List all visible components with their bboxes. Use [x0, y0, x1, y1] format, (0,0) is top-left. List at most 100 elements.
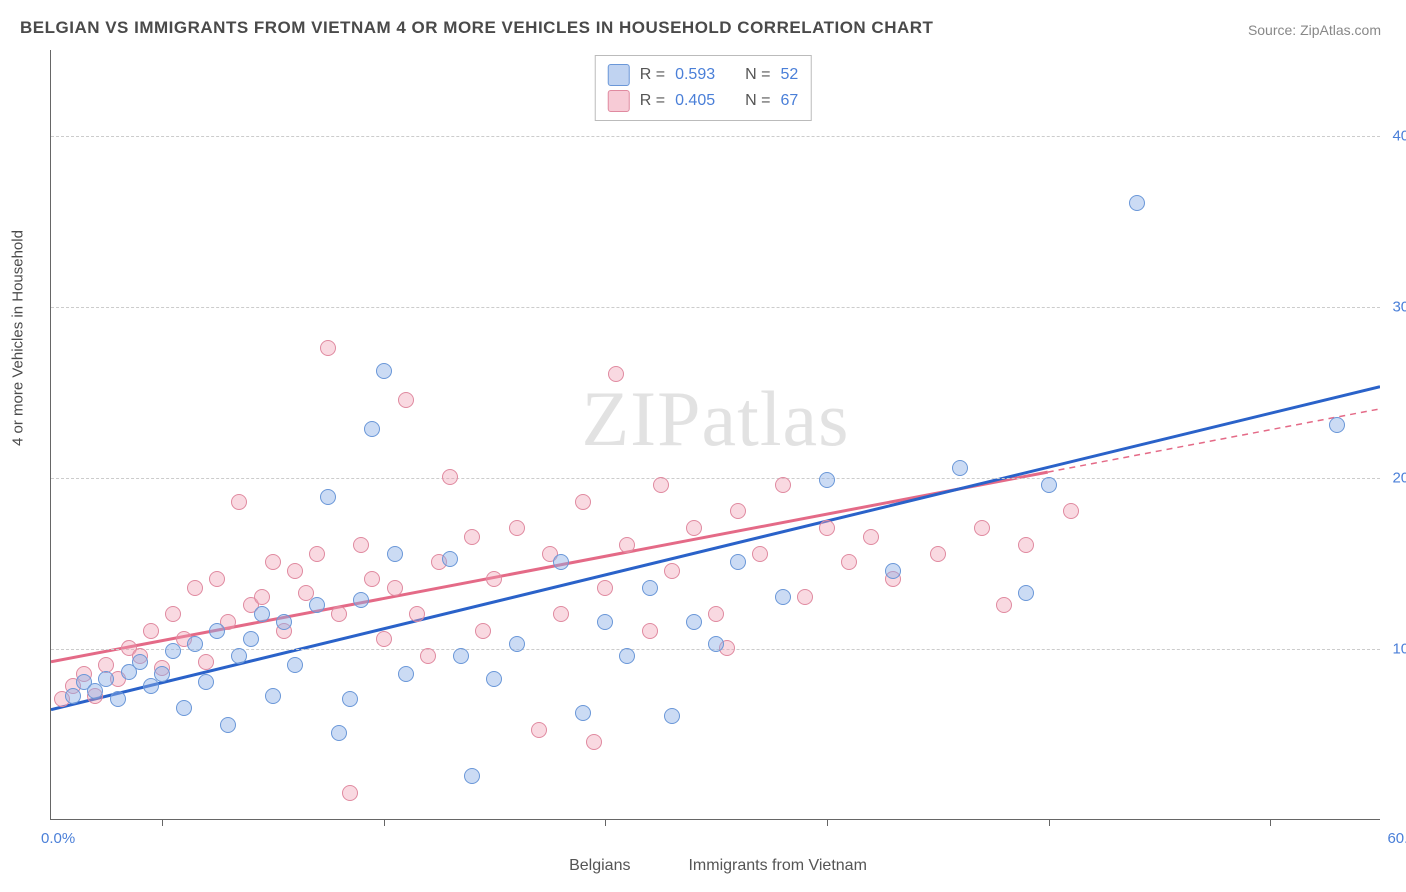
data-point — [608, 366, 624, 382]
data-point — [254, 606, 270, 622]
data-point — [841, 554, 857, 570]
data-point — [364, 421, 380, 437]
data-point — [475, 623, 491, 639]
legend-label: Immigrants from Vietnam — [688, 857, 866, 874]
data-point — [996, 597, 1012, 613]
x-axis-origin-label: 0.0% — [41, 830, 75, 847]
data-point — [353, 537, 369, 553]
data-point — [287, 657, 303, 673]
data-point — [265, 688, 281, 704]
data-point — [664, 563, 680, 579]
legend-n-value: 67 — [780, 92, 798, 110]
data-point — [664, 708, 680, 724]
plot-area: ZIPatlas 0.0% 60.0% 10.0%20.0%30.0%40.0% — [50, 50, 1380, 820]
data-point — [265, 554, 281, 570]
data-point — [819, 472, 835, 488]
data-point — [398, 392, 414, 408]
data-point — [1329, 417, 1345, 433]
data-point — [553, 554, 569, 570]
legend-r-value: 0.405 — [675, 92, 715, 110]
data-point — [420, 648, 436, 664]
correlation-legend: R = 0.593 N = 52 R = 0.405 N = 67 — [595, 55, 812, 121]
x-tick-mark — [384, 819, 385, 826]
data-point — [409, 606, 425, 622]
data-point — [642, 623, 658, 639]
data-point — [254, 589, 270, 605]
data-point — [231, 648, 247, 664]
data-point — [342, 691, 358, 707]
watermark: ZIPatlas — [582, 374, 850, 464]
data-point — [531, 722, 547, 738]
chart-title: BELGIAN VS IMMIGRANTS FROM VIETNAM 4 OR … — [20, 18, 933, 38]
data-point — [110, 691, 126, 707]
data-point — [165, 606, 181, 622]
data-point — [1063, 503, 1079, 519]
data-point — [65, 688, 81, 704]
data-point — [1041, 477, 1057, 493]
legend-n-label: N = — [745, 92, 770, 110]
legend-row: R = 0.405 N = 67 — [608, 88, 799, 114]
data-point — [364, 571, 380, 587]
data-point — [708, 636, 724, 652]
data-point — [1018, 585, 1034, 601]
data-point — [509, 520, 525, 536]
data-point — [309, 546, 325, 562]
data-point — [619, 537, 635, 553]
gridline-horizontal — [51, 478, 1380, 479]
data-point — [597, 580, 613, 596]
data-point — [653, 477, 669, 493]
data-point — [775, 589, 791, 605]
data-point — [863, 529, 879, 545]
x-axis-max-label: 60.0% — [1387, 830, 1406, 847]
data-point — [231, 494, 247, 510]
legend-swatch — [608, 64, 630, 86]
gridline-horizontal — [51, 307, 1380, 308]
data-point — [819, 520, 835, 536]
data-point — [198, 654, 214, 670]
data-point — [353, 592, 369, 608]
x-tick-mark — [1270, 819, 1271, 826]
trend-lines — [51, 50, 1380, 819]
legend-r-label: R = — [640, 92, 665, 110]
data-point — [952, 460, 968, 476]
data-point — [320, 489, 336, 505]
data-point — [331, 606, 347, 622]
legend-swatch — [608, 90, 630, 112]
data-point — [486, 571, 502, 587]
y-tick-label: 40.0% — [1392, 127, 1406, 144]
data-point — [686, 614, 702, 630]
data-point — [243, 631, 259, 647]
data-point — [132, 654, 148, 670]
data-point — [198, 674, 214, 690]
legend-r-value: 0.593 — [675, 66, 715, 84]
data-point — [143, 623, 159, 639]
data-point — [220, 717, 236, 733]
data-point — [320, 340, 336, 356]
data-point — [442, 551, 458, 567]
data-point — [442, 469, 458, 485]
legend-row: R = 0.593 N = 52 — [608, 62, 799, 88]
data-point — [187, 580, 203, 596]
data-point — [686, 520, 702, 536]
data-point — [209, 623, 225, 639]
data-point — [797, 589, 813, 605]
data-point — [575, 705, 591, 721]
data-point — [398, 666, 414, 682]
data-point — [165, 643, 181, 659]
data-point — [1018, 537, 1034, 553]
data-point — [209, 571, 225, 587]
data-point — [376, 631, 392, 647]
y-tick-label: 10.0% — [1392, 640, 1406, 657]
data-point — [1129, 195, 1145, 211]
gridline-horizontal — [51, 136, 1380, 137]
x-tick-mark — [1049, 819, 1050, 826]
data-point — [553, 606, 569, 622]
legend-label: Belgians — [569, 857, 630, 874]
data-point — [98, 671, 114, 687]
data-point — [276, 614, 292, 630]
data-point — [331, 725, 347, 741]
data-point — [187, 636, 203, 652]
legend-n-value: 52 — [780, 66, 798, 84]
legend-swatch — [539, 855, 561, 877]
data-point — [885, 563, 901, 579]
